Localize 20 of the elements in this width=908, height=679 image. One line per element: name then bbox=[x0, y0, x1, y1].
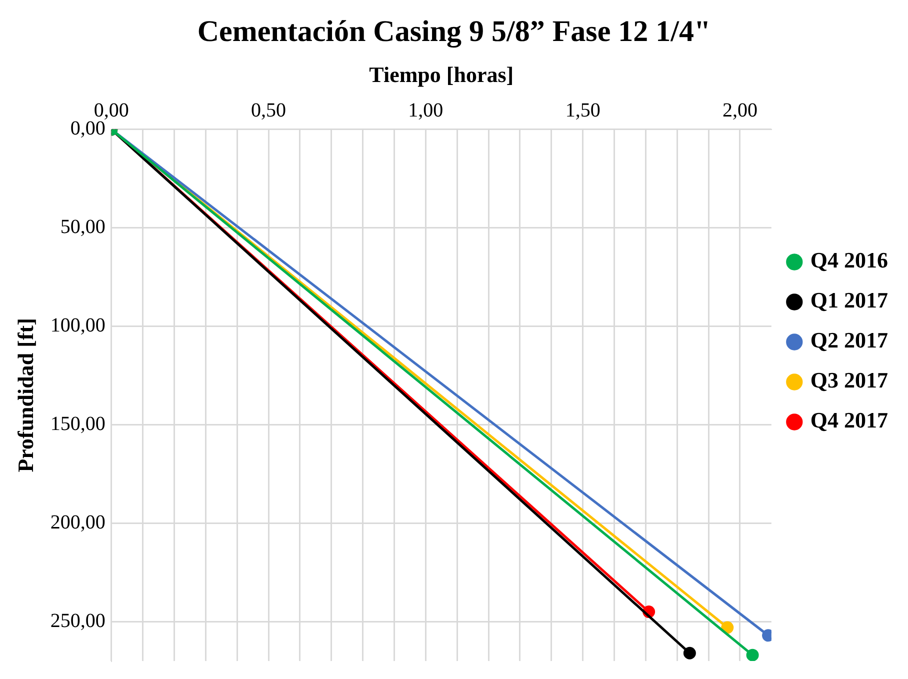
y-tick-label: 250,00 bbox=[50, 610, 106, 632]
legend-label: Q4 2016 bbox=[810, 248, 888, 273]
y-tick-label: 200,00 bbox=[50, 511, 106, 534]
point bbox=[683, 646, 696, 660]
x-tick-label: 0,50 bbox=[251, 100, 286, 122]
y-tick-label: 150,00 bbox=[50, 412, 106, 435]
x-tick-label: 1,50 bbox=[565, 100, 600, 122]
x-tick-label: 2,00 bbox=[722, 100, 758, 122]
y-tick-label: 50,00 bbox=[60, 216, 106, 238]
legend-label: Q2 2017 bbox=[810, 328, 888, 353]
point bbox=[762, 629, 772, 642]
legend-label: Q4 2017 bbox=[810, 408, 888, 433]
chart-title: Cementación Casing 9 5/8” Fase 12 1/4" bbox=[197, 14, 711, 48]
x-axis-title: Tiempo [horas] bbox=[369, 62, 514, 87]
x-tick-label: 1,00 bbox=[408, 100, 444, 122]
legend-label: Q3 2017 bbox=[810, 368, 888, 393]
y-axis-title: Profundidad [ft] bbox=[12, 318, 38, 472]
y-tick-label: 100,00 bbox=[50, 314, 106, 337]
legend-label: Q1 2017 bbox=[810, 288, 888, 313]
point bbox=[721, 621, 734, 634]
